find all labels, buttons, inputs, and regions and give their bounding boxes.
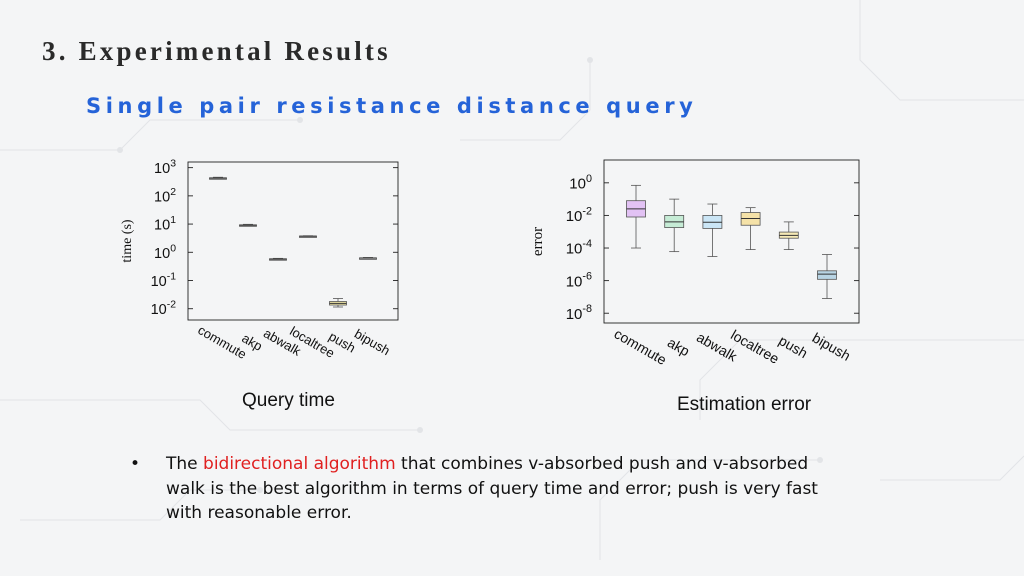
y-tick-label: 10-2: [151, 300, 177, 319]
y-tick-label: 10-4: [566, 238, 592, 258]
box-bipush: [817, 254, 837, 299]
bullet-highlight: bidirectional algorithm: [203, 454, 396, 474]
box-push: [329, 298, 347, 308]
box-abwalk: [702, 203, 723, 257]
box-iqr: [817, 270, 837, 280]
bullet-prefix: The: [166, 454, 204, 474]
estimation-error-caption: Estimation error: [677, 394, 812, 415]
x-tick-label-akp: akp: [665, 334, 693, 359]
y-tick-label: 100: [569, 173, 592, 193]
box-commute: [209, 176, 227, 180]
y-tick-label: 103: [154, 159, 176, 178]
y-tick-label: 10-2: [566, 205, 592, 225]
plot-frame: [187, 161, 399, 321]
y-tick-label: 102: [154, 187, 176, 206]
box-bipush: [359, 257, 377, 260]
box-localtree: [740, 207, 761, 250]
bullet-text: The bidirectional algorithm that combine…: [166, 452, 826, 526]
query-time-caption: Query time: [242, 390, 335, 411]
y-axis-label: time (s): [120, 219, 135, 262]
box-akp: [239, 223, 257, 227]
box-localtree: [299, 235, 317, 238]
box-abwalk: [269, 257, 287, 261]
y-axis-label: error: [530, 227, 546, 256]
y-tick-label: 100: [154, 243, 176, 262]
box-akp: [664, 198, 685, 253]
y-tick-label: 10-6: [566, 271, 592, 291]
plot-frame: [603, 159, 860, 324]
slide-title: 3. Experimental Results: [42, 36, 391, 66]
y-tick-label: 10-8: [566, 303, 592, 323]
x-tick-label-commute: commute: [612, 325, 670, 368]
y-tick-label: 10-1: [151, 271, 177, 290]
x-tick-label-bipush: bipush: [352, 326, 393, 358]
x-tick-label-push: push: [776, 332, 810, 361]
bullet-marker: •: [130, 454, 141, 474]
slide-subtitle: Single pair resistance distance query: [86, 94, 698, 118]
x-tick-label-bipush: bipush: [810, 329, 854, 363]
bullet-rest: that combines v-absorbed push and v-abso…: [166, 454, 818, 523]
box-commute: [626, 184, 646, 249]
y-tick-label: 101: [154, 215, 176, 234]
box-push: [778, 221, 799, 250]
x-tick-label-localtree: localtree: [728, 327, 782, 367]
